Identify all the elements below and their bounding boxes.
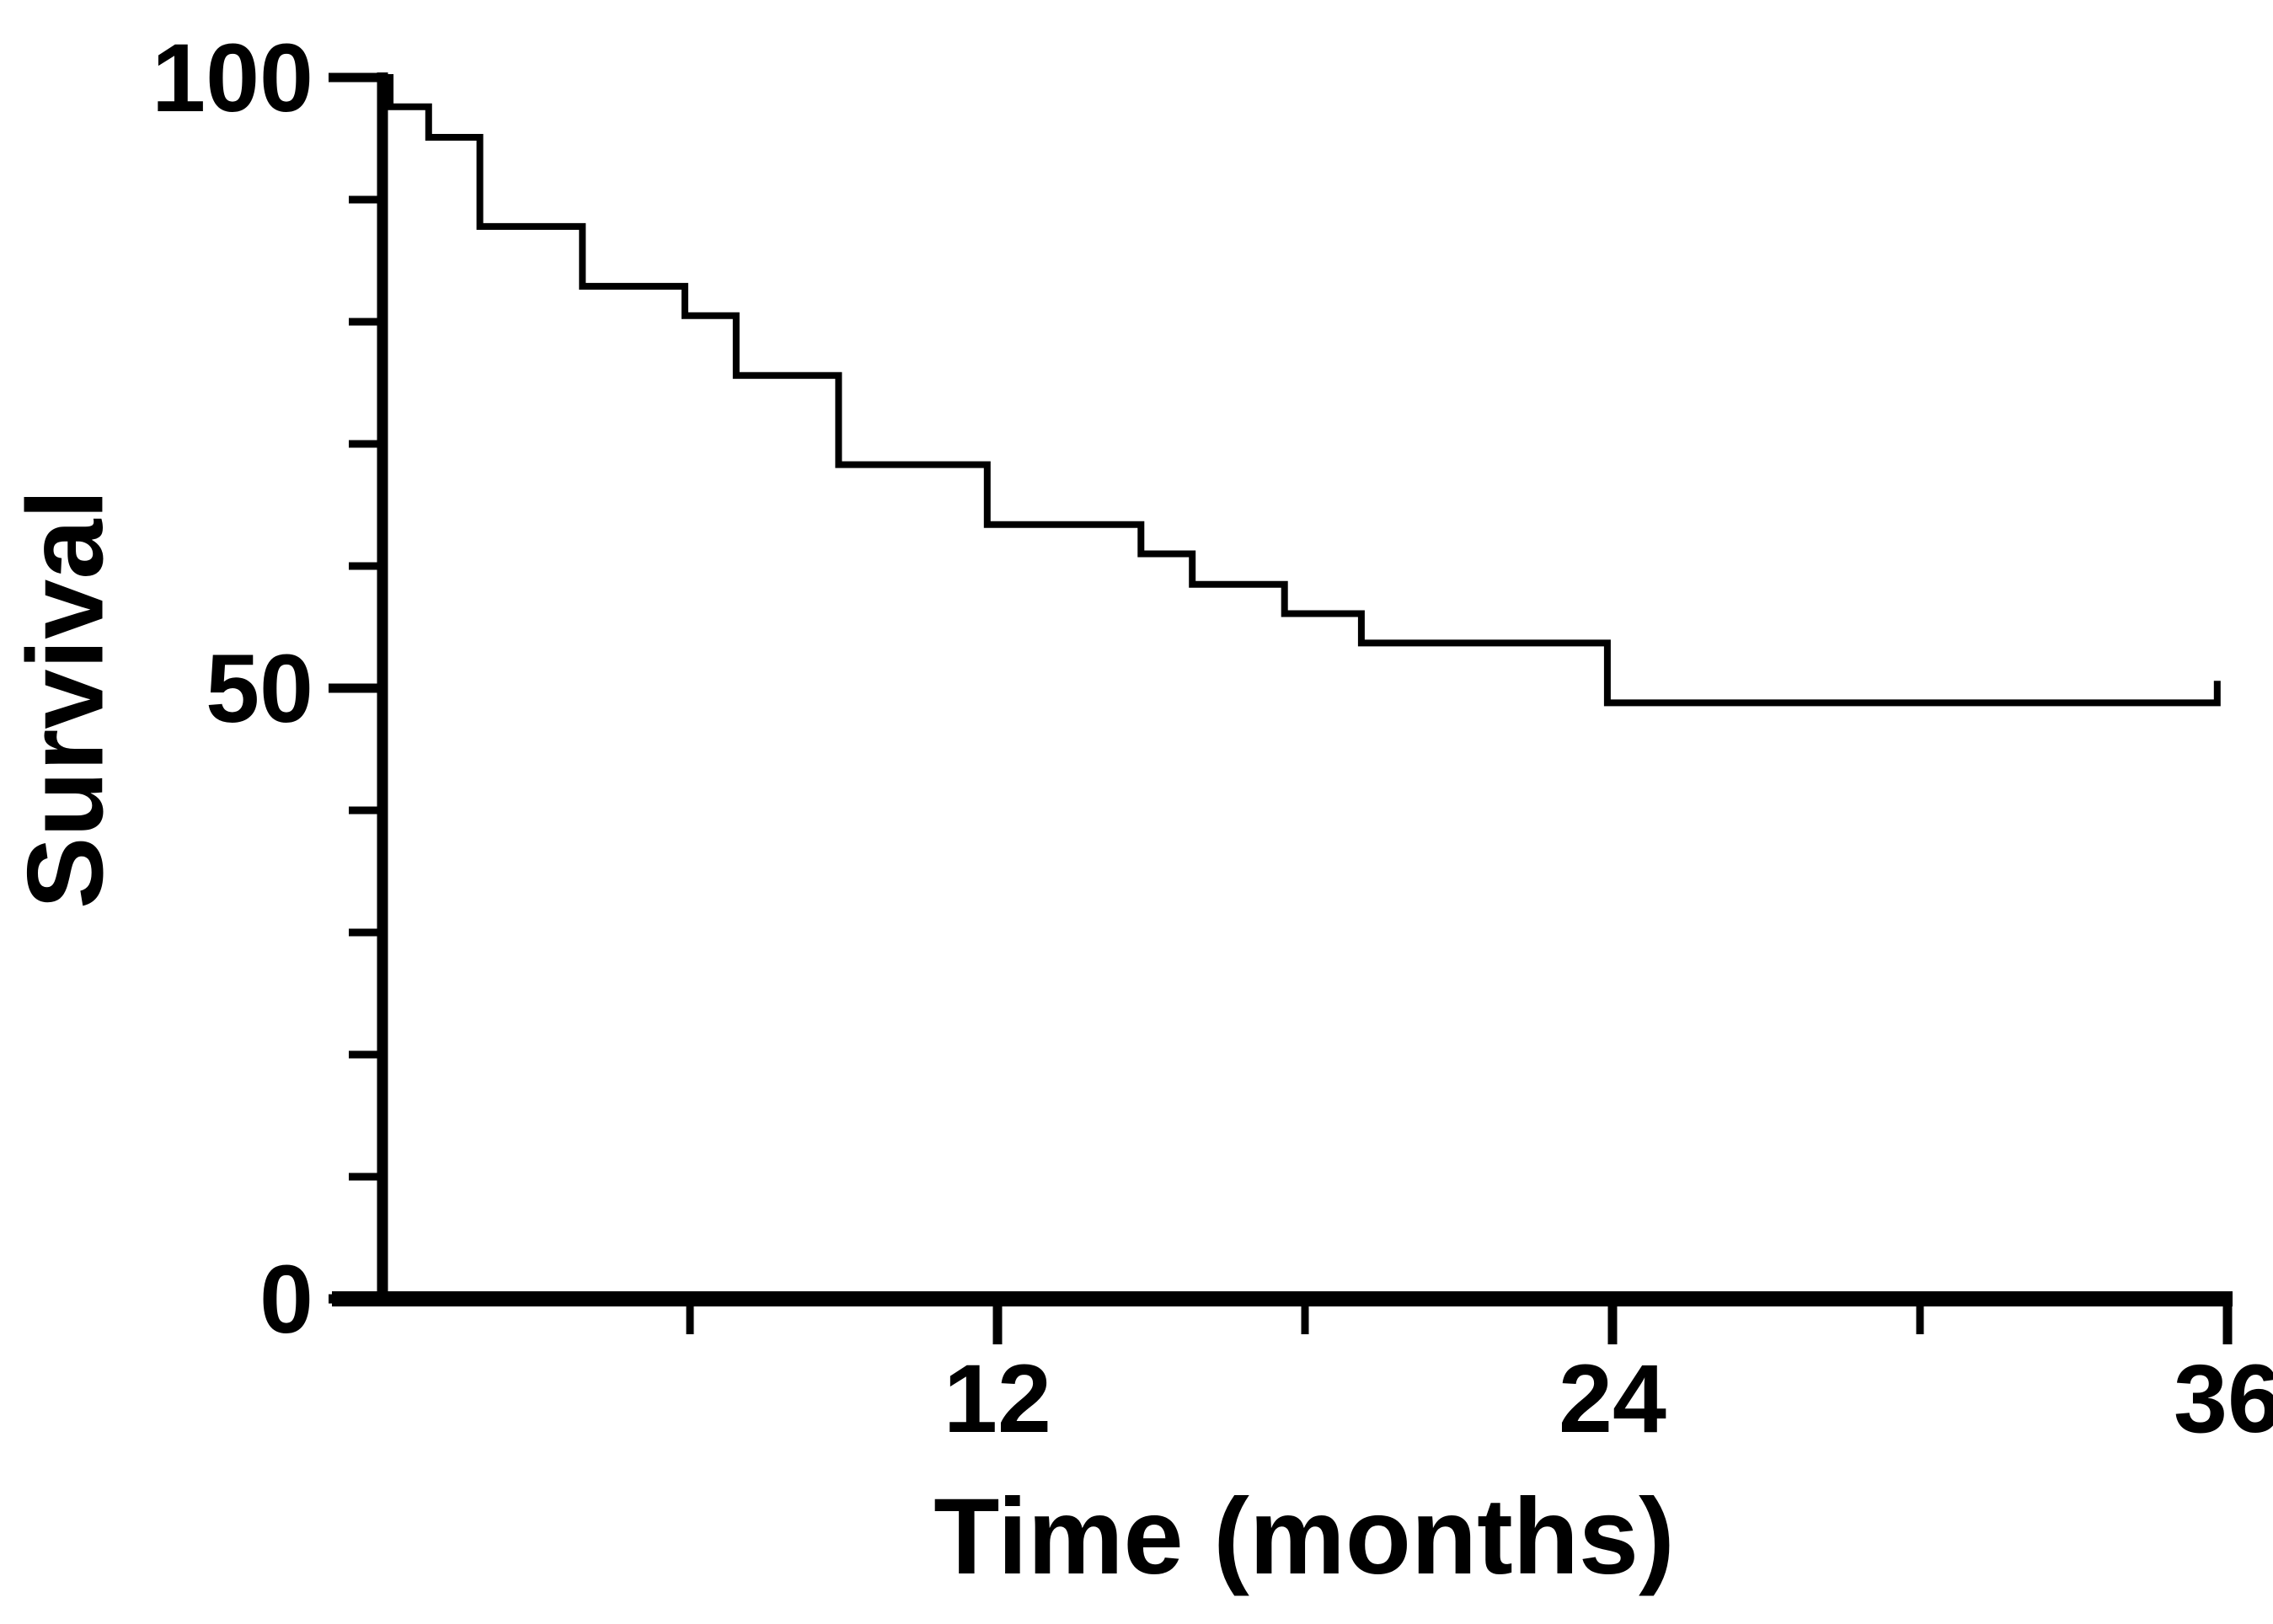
- x-minor-ticks: [686, 1299, 1924, 1334]
- y-tick-labels: 100 50 0: [152, 24, 313, 1354]
- y-tick-label: 0: [259, 1246, 313, 1354]
- x-tick-label: 36: [2174, 1345, 2273, 1453]
- survival-curve: [379, 74, 2221, 707]
- y-tick-label: 100: [152, 24, 313, 132]
- y-minor-ticks: [349, 195, 382, 1181]
- y-tick-label: 50: [206, 635, 313, 743]
- x-tick-label: 12: [944, 1345, 1051, 1453]
- x-axis-title: Time (months): [933, 1477, 1674, 1597]
- x-tick-label: 24: [1559, 1345, 1666, 1453]
- y-axis-title: Survival: [6, 489, 126, 909]
- x-tick-labels: 12 24 36: [944, 1345, 2273, 1453]
- y-major-ticks: [329, 72, 382, 1304]
- x-major-ticks: [992, 1299, 2233, 1344]
